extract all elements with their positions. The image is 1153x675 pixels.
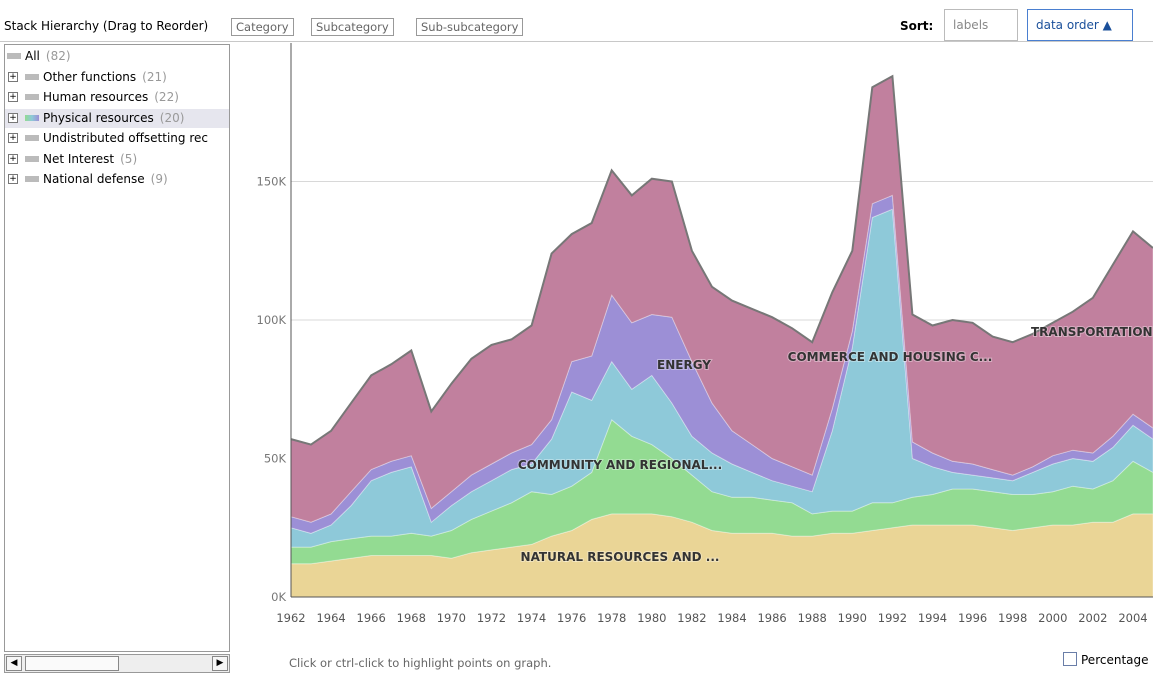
percentage-toggle[interactable]: Percentage (1063, 652, 1149, 667)
sort-label: Sort: (900, 19, 934, 33)
tree-label: All (25, 49, 40, 63)
expand-icon[interactable]: + (8, 133, 18, 143)
series-icon (25, 94, 39, 100)
expand-icon[interactable]: + (8, 92, 18, 102)
x-tick-label: 1978 (597, 611, 626, 625)
series-icon (25, 73, 39, 80)
series-label: TRANSPORTATION (1031, 325, 1153, 339)
y-tick-label: 100K (257, 313, 287, 327)
x-tick-label: 1980 (637, 611, 666, 625)
series-icon (25, 114, 39, 121)
expand-icon[interactable]: + (8, 112, 18, 123)
tree-item[interactable]: + Net Interest (5) (5, 150, 229, 169)
x-tick-label: 1984 (717, 611, 746, 625)
x-tick-label: 2002 (1078, 611, 1107, 625)
x-tick-label: 1970 (437, 611, 466, 625)
x-tick-label: 1990 (838, 611, 867, 625)
x-tick-label: 1974 (517, 611, 546, 625)
series-label: COMMUNITY AND REGIONAL... (518, 458, 722, 472)
scrollbar[interactable]: ◀ ▶ (4, 654, 230, 673)
x-tick-label: 2000 (1038, 611, 1067, 625)
checkbox-label: Percentage (1081, 653, 1149, 667)
tree-label: National defense (43, 172, 145, 186)
sort-button[interactable]: labels (944, 9, 1018, 41)
y-tick-label: 150K (257, 175, 287, 189)
series-label: COMMERCE AND HOUSING C... (788, 350, 993, 364)
tree-label: Net Interest (43, 151, 115, 166)
x-tick-label: 1992 (878, 611, 907, 625)
x-tick-label: 2004 (1118, 611, 1147, 625)
series-label: NATURAL RESOURCES AND ... (521, 550, 720, 564)
x-tick-label: 1998 (998, 611, 1027, 625)
scroll-right[interactable]: ▶ (212, 656, 228, 671)
breadcrumb[interactable]: Sub-subcategory (416, 18, 524, 36)
expand-icon[interactable]: + (8, 71, 18, 82)
toolbar: Stack Hierarchy (Drag to Reorder) Catego… (0, 0, 1153, 42)
x-tick-label: 1996 (958, 611, 987, 625)
x-tick-label: 1968 (397, 611, 426, 625)
tree-label: Undistributed offsetting rec (43, 131, 208, 145)
tree-item[interactable]: + Undistributed offsetting rec (5, 129, 229, 148)
status-text: Click or ctrl-click to highlight points … (289, 656, 552, 670)
tree-label: Physical resources (43, 110, 154, 125)
x-tick-label: 1994 (918, 611, 947, 625)
series-icon (25, 176, 39, 182)
checkbox[interactable] (1063, 652, 1077, 666)
tree-count: (22) (154, 90, 179, 104)
tree-panel: All (82) + Other functions (21) + Human resour… (4, 44, 230, 652)
y-tick-label: 50K (264, 452, 287, 466)
tree-item[interactable]: + Other functions (21) (5, 68, 229, 87)
tree-count: (21) (142, 69, 167, 84)
x-tick-label: 1964 (316, 611, 345, 625)
tree-count: (82) (45, 49, 71, 63)
expand-icon[interactable]: + (8, 153, 18, 164)
scroll-thumb[interactable] (25, 656, 119, 671)
series-icon (25, 135, 39, 141)
x-tick-label: 1988 (798, 611, 827, 625)
tree-count: (5) (120, 151, 138, 166)
tree-item[interactable]: + National defense (9) (5, 170, 229, 189)
x-tick-label: 1962 (276, 611, 305, 625)
sort-button[interactable]: data order ▲ (1027, 9, 1133, 41)
y-tick-label: 0K (271, 590, 286, 604)
tree-count: (9) (150, 172, 168, 186)
scroll-left[interactable]: ◀ (6, 656, 22, 671)
x-tick-label: 1982 (677, 611, 706, 625)
tree-label: Other functions (43, 69, 137, 84)
tree-count: (20) (159, 110, 185, 125)
tree-label: Human resources (43, 90, 149, 104)
outline (290, 74, 1153, 446)
x-tick-label: 1986 (757, 611, 786, 625)
x-tick-label: 1966 (357, 611, 386, 625)
tree-item[interactable]: + Human resources (22) (5, 88, 229, 107)
series-icon (7, 53, 21, 59)
expand-icon[interactable]: + (8, 174, 18, 184)
tree-item[interactable]: All (82) (5, 47, 229, 66)
x-tick-label: 1976 (557, 611, 586, 625)
breadcrumb[interactable]: Category (231, 18, 294, 36)
breadcrumb[interactable]: Subcategory (311, 18, 394, 36)
series-icon (25, 155, 39, 162)
x-tick-label: 1972 (477, 611, 506, 625)
series-label: ENERGY (657, 358, 711, 372)
area (290, 208, 1153, 548)
toolbar-title: Stack Hierarchy (Drag to Reorder) (4, 19, 209, 33)
tree-item[interactable]: + Physical resources (20) (5, 108, 229, 128)
